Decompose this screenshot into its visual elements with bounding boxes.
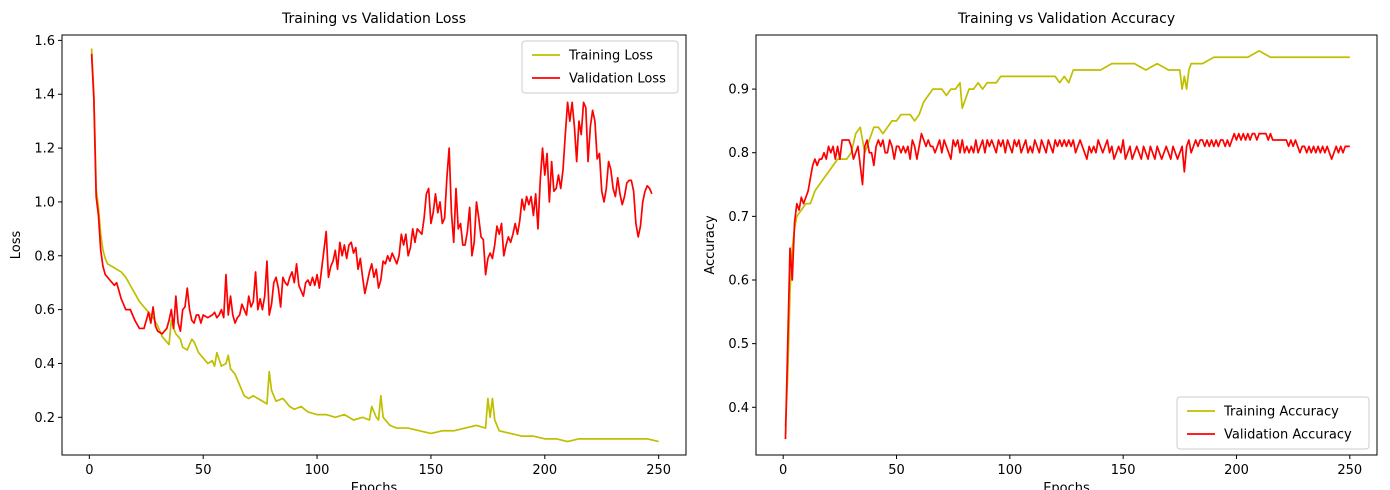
loss-x-tick-label: 200 xyxy=(532,463,557,478)
accuracy-x-tick-label: 250 xyxy=(1337,463,1362,478)
accuracy-y-tick-label: 0.9 xyxy=(728,83,749,98)
loss-y-tick-label: 1.6 xyxy=(34,34,55,49)
loss-y-tick-label: 1.2 xyxy=(34,142,55,157)
accuracy-y-tick-label: 0.7 xyxy=(728,210,749,225)
accuracy-y-tick-label: 0.6 xyxy=(728,274,749,289)
loss-legend-box xyxy=(521,40,679,94)
loss-axes-frame xyxy=(61,34,687,456)
loss-x-tick-label: 250 xyxy=(646,463,671,478)
accuracy-y-axis-label: Accuracy xyxy=(703,215,718,275)
loss-y-axis-label: Loss xyxy=(9,231,24,260)
loss-y-tick-label: 0.4 xyxy=(34,357,55,372)
loss-x-tick-label: 150 xyxy=(419,463,444,478)
loss-y-tick-label: 0.2 xyxy=(34,411,55,426)
validation-accuracy-line xyxy=(784,132,1350,440)
loss-chart-title: Training vs Validation Loss xyxy=(281,11,466,27)
loss-x-axis-label: Epochs xyxy=(351,481,398,490)
accuracy-y-tick-label: 0.8 xyxy=(728,146,749,161)
validation-accuracy-legend-label: Validation Accuracy xyxy=(1224,428,1352,443)
validation-loss-legend-label: Validation Loss xyxy=(569,72,666,87)
loss-x-tick-label: 0 xyxy=(85,463,93,478)
loss-y-tick-label: 0.6 xyxy=(34,303,55,318)
accuracy-axes-frame xyxy=(755,34,1378,456)
loss-x-tick-label: 100 xyxy=(305,463,330,478)
accuracy-legend-box xyxy=(1176,396,1370,450)
accuracy-y-tick-label: 0.5 xyxy=(728,337,749,352)
loss-y-tick-label: 0.8 xyxy=(34,249,55,264)
accuracy-chart-panel: 0 50 100 150 200 250 0.4 0.5 0.6 0.7 0.8 0.9 Trainin… xyxy=(703,11,1378,490)
accuracy-x-tick-label: 150 xyxy=(1111,463,1136,478)
loss-y-tick-label: 1.4 xyxy=(34,88,55,103)
loss-legend: Training Loss Validation Loss xyxy=(521,40,679,94)
loss-y-tick-label: 1.0 xyxy=(34,195,55,210)
accuracy-x-tick-label: 50 xyxy=(888,463,905,478)
accuracy-chart-title: Training vs Validation Accuracy xyxy=(957,11,1175,27)
training-accuracy-legend-label: Training Accuracy xyxy=(1223,405,1339,420)
training-loss-legend-label: Training Loss xyxy=(568,49,653,64)
loss-x-tick-label: 50 xyxy=(195,463,212,478)
accuracy-legend: Training Accuracy Validation Accuracy xyxy=(1176,396,1370,450)
training-accuracy-line xyxy=(784,50,1350,427)
accuracy-x-tick-label: 100 xyxy=(997,463,1022,478)
accuracy-x-tick-label: 200 xyxy=(1224,463,1249,478)
training-loss-line xyxy=(90,48,659,443)
accuracy-x-tick-label: 0 xyxy=(779,463,787,478)
accuracy-x-axis-label: Epochs xyxy=(1043,481,1090,490)
validation-loss-line xyxy=(90,53,653,335)
loss-chart-panel: 0 50 100 150 200 250 0.2 0.4 0.6 0.8 1.0 1.2 1.4 1.6 T… xyxy=(9,11,687,490)
accuracy-y-tick-label: 0.4 xyxy=(728,401,749,416)
